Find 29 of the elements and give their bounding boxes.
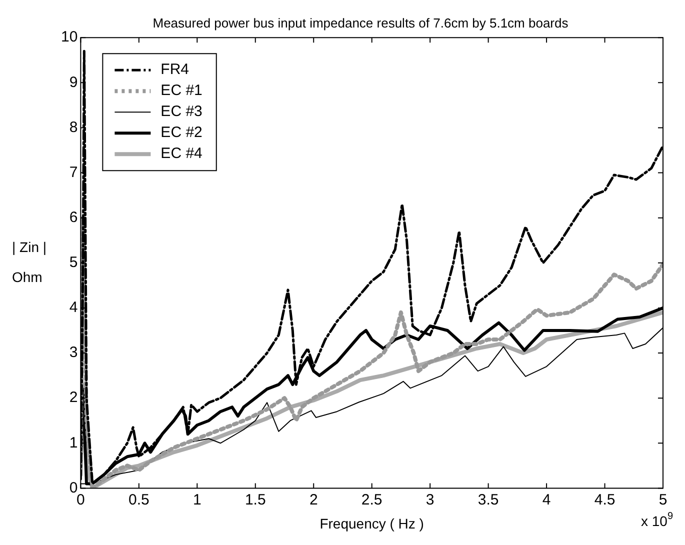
- x-tick-label: 2.5: [361, 491, 382, 508]
- x-tick-label: 0.5: [128, 491, 150, 508]
- x-axis-title: Frequency ( Hz ): [320, 515, 424, 532]
- x-tick-label: 1: [192, 491, 202, 508]
- x-tick-label: 3: [426, 491, 434, 508]
- y-tick-label: 0: [69, 479, 78, 496]
- y-tick-label: 4: [69, 299, 78, 316]
- y-tick-label: 10: [60, 28, 78, 46]
- legend-label: EC #4: [160, 145, 202, 162]
- x-tick-label: 4: [542, 491, 551, 508]
- x-tick-label: 1.5: [244, 491, 266, 508]
- y-tick-label: 9: [69, 74, 78, 91]
- y-tick-label: 8: [69, 118, 78, 136]
- x-tick-label: 4.5: [594, 491, 616, 508]
- x-tick-label: 3.5: [478, 491, 499, 508]
- y-tick-label: 6: [69, 208, 78, 226]
- x-tick-label: 5: [658, 491, 668, 508]
- y-tick-label: 3: [69, 344, 78, 362]
- y-axis-title: | Zin | Ohm: [12, 238, 47, 285]
- legend-label: FR4: [160, 61, 190, 78]
- legend-label: EC #3: [160, 103, 202, 120]
- y-tick-label: 5: [69, 254, 78, 272]
- legend-label: EC #1: [160, 82, 202, 100]
- y-tick-label: 7: [69, 164, 78, 181]
- y-tick-label: 2: [69, 389, 78, 406]
- y-tick-label: 1: [69, 434, 78, 452]
- x-tick-label: 2: [309, 491, 318, 508]
- chart-title: Measured power bus input impedance results of 7.6cm by 5.1cm boards: [152, 15, 569, 30]
- legend-label: EC #2: [160, 124, 202, 142]
